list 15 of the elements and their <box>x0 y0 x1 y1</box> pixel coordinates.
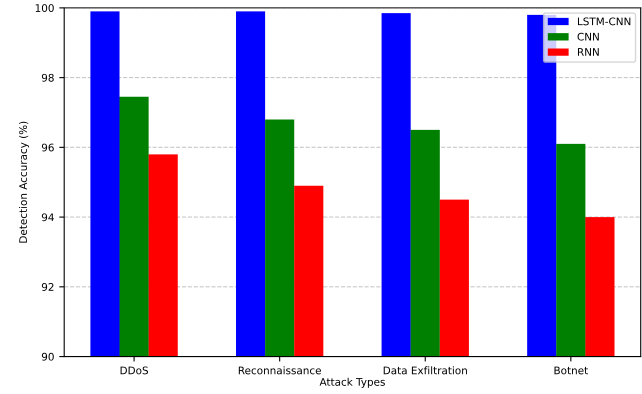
x-tick-label: DDoS <box>120 366 148 374</box>
y-tick-label: 94 <box>42 213 54 222</box>
x-tick-label: Botnet <box>554 366 588 374</box>
y-tick-label: 92 <box>42 283 54 291</box>
y-tick-label: 98 <box>42 74 54 82</box>
x-tick-label: Reconnaissance <box>238 366 321 374</box>
y-tick-label: 90 <box>42 352 54 361</box>
y-axis-title: Detection Accuracy (%) <box>18 122 30 243</box>
legend-label: CNN <box>578 32 599 41</box>
y-tick-label: 100 <box>36 4 54 12</box>
y-tick-label: 96 <box>42 144 54 152</box>
legend-label: RNN <box>578 48 599 56</box>
x-axis-title: Attack Types <box>320 378 385 388</box>
x-tick-label: Data Exfiltration <box>384 366 467 374</box>
legend-label: LSTM-CNN <box>578 17 630 26</box>
